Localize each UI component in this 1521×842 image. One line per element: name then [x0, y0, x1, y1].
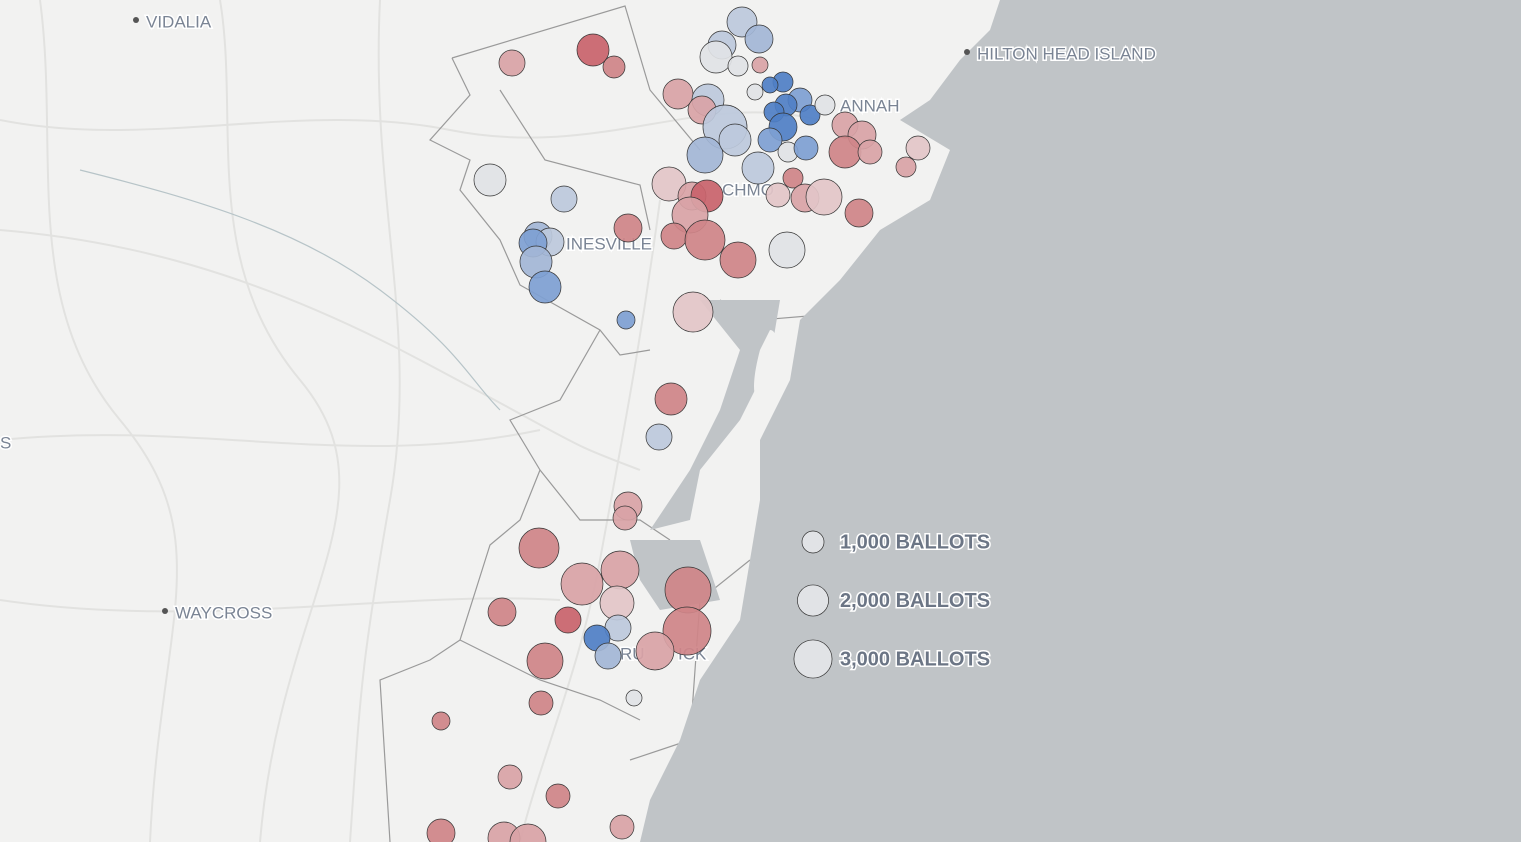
precinct-bubble — [550, 185, 578, 213]
precinct-bubble — [526, 642, 564, 680]
place-labels: VIDALIA HILTON HEAD ISLAND WAYCROSS ANNAH CH… — [0, 11, 1157, 665]
precinct-bubble — [765, 182, 791, 208]
precinct-bubble — [751, 56, 769, 74]
precinct-bubble — [857, 139, 883, 165]
precinct-bubble — [746, 83, 764, 101]
precinct-bubble — [684, 219, 726, 261]
precinct-bubble — [602, 55, 626, 79]
precinct-bubble — [576, 33, 610, 67]
precinct-bubble — [793, 135, 819, 161]
legend-bubble — [797, 584, 829, 617]
precinct-bubble — [664, 566, 712, 614]
precinct-bubble — [635, 631, 675, 671]
place-label: ANNAH — [840, 96, 900, 115]
island — [754, 330, 778, 400]
precinct-bubble — [672, 291, 714, 333]
ocean — [640, 0, 1521, 842]
precinct-bubble — [612, 505, 638, 531]
place-label: INESVILLE — [566, 234, 652, 253]
precinct-bubble — [600, 550, 640, 590]
precinct-bubble — [545, 783, 571, 809]
legend-label: 3,000 BALLOTS — [840, 648, 990, 670]
precinct-bubble — [686, 136, 724, 174]
precinct-bubble — [895, 156, 917, 178]
legend-bubble — [793, 639, 833, 679]
precinct-bubbles — [426, 6, 931, 842]
precinct-bubble — [554, 606, 582, 634]
precinct-bubble — [719, 241, 757, 279]
precinct-bubble — [473, 163, 507, 197]
precinct-bubble — [799, 104, 821, 126]
legend-label: 1,000 BALLOTS — [840, 531, 990, 553]
precinct-bubble — [782, 167, 804, 189]
precinct-bubble — [487, 597, 517, 627]
precinct-bubble — [768, 231, 806, 269]
roads — [0, 0, 821, 842]
legend-label: 2,000 BALLOTS — [840, 590, 990, 612]
precinct-bubble — [497, 764, 523, 790]
sound — [650, 300, 780, 530]
place-dot — [964, 49, 970, 55]
precinct-bubble — [828, 135, 862, 169]
precinct-bubble — [431, 711, 451, 731]
precinct-bubble — [560, 562, 604, 606]
precinct-bubble — [757, 127, 783, 153]
place-label: HILTON HEAD ISLAND — [977, 44, 1156, 63]
precinct-bubble — [905, 135, 931, 161]
precinct-bubble — [613, 213, 643, 243]
place-label: CHMO — [722, 180, 774, 199]
precinct-bubble — [699, 40, 733, 74]
precinct-bubble — [498, 49, 526, 77]
place-label: VIDALIA — [146, 12, 212, 31]
precinct-bubble — [814, 94, 836, 116]
precinct-bubble — [616, 310, 636, 330]
precinct-bubble — [718, 123, 752, 157]
precinct-bubble — [426, 818, 456, 842]
place-dot — [133, 17, 139, 23]
precinct-bubble — [844, 198, 874, 228]
precinct-bubble — [662, 606, 712, 656]
precinct-bubble — [662, 78, 694, 110]
island — [704, 427, 751, 506]
place-label: S — [0, 433, 11, 452]
precinct-bubble — [654, 382, 688, 416]
precinct-bubble — [609, 814, 635, 840]
precinct-bubble — [660, 222, 688, 250]
precinct-bubble — [761, 76, 779, 94]
precinct-bubble — [528, 270, 562, 304]
precinct-bubble — [518, 527, 560, 569]
precinct-bubble — [625, 689, 643, 707]
precinct-bubble — [805, 178, 843, 216]
legend-bubble — [801, 530, 825, 554]
county-lines — [379, 5, 821, 842]
precinct-bubble — [645, 423, 673, 451]
precinct-bubble — [741, 151, 775, 185]
legend: 1,000 BALLOTS 2,000 BALLOTS 3,000 BALLOTS — [793, 530, 992, 679]
precinct-bubble — [744, 24, 774, 54]
precinct-bubble — [528, 690, 554, 716]
place-dot — [162, 608, 168, 614]
place-label: WAYCROSS — [175, 603, 272, 622]
precinct-bubble — [509, 823, 547, 842]
precinct-bubble — [727, 55, 749, 77]
precinct-bubble — [594, 642, 622, 670]
